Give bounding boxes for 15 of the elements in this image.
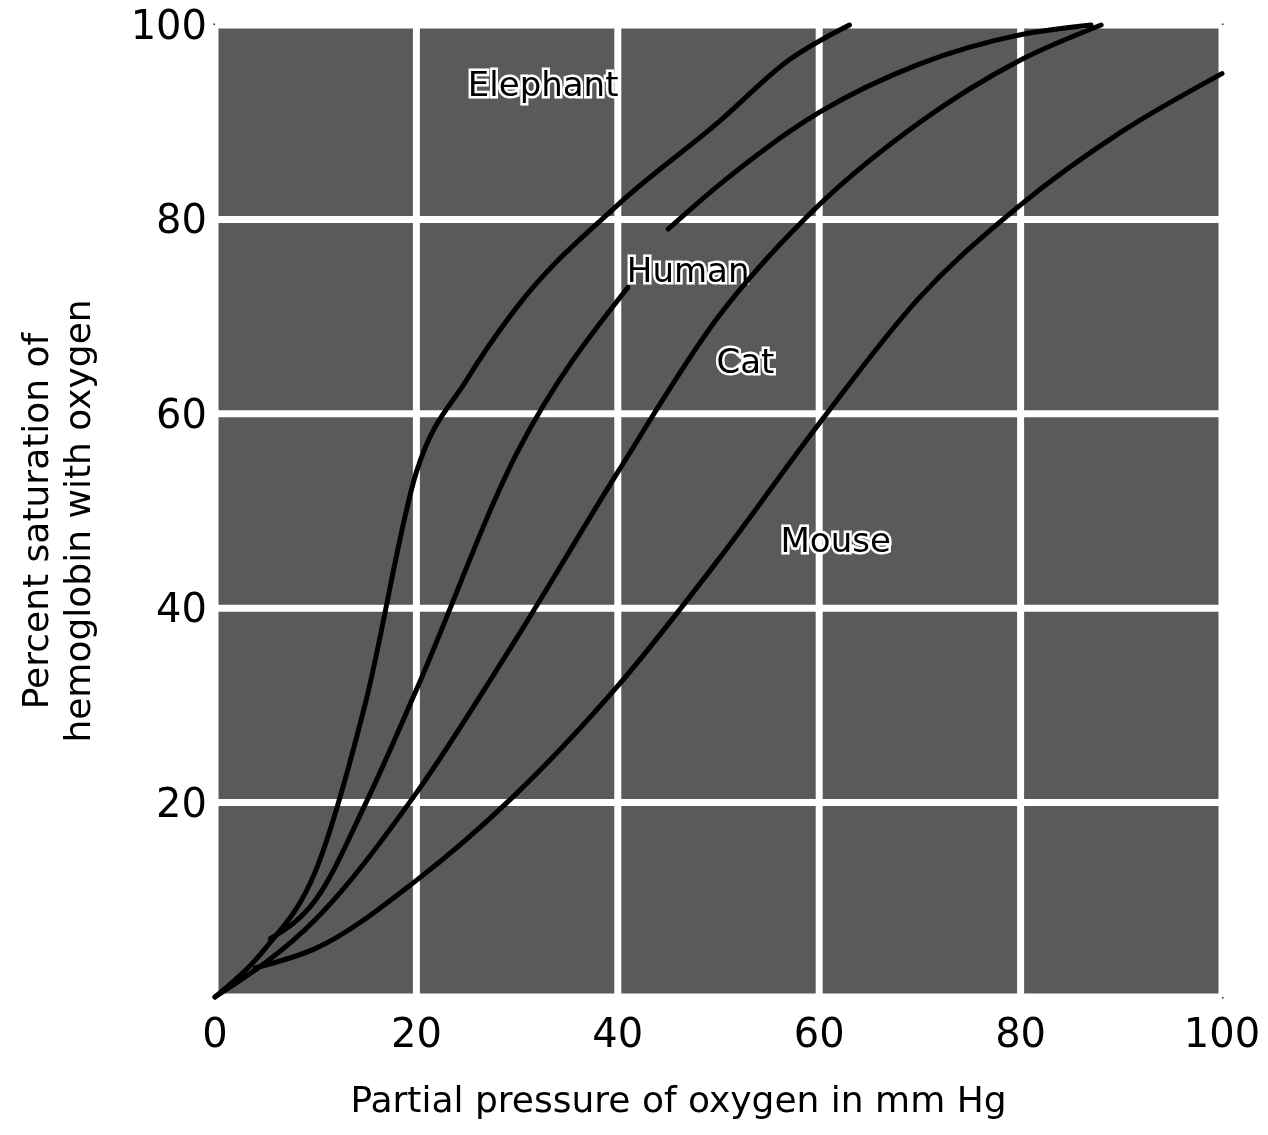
y-axis-title: Percent saturation of hemoglobin with oxygen <box>15 299 98 743</box>
x-axis-title: Partial pressure of oxygen in mm Hg <box>350 1079 1007 1120</box>
y-tick-label: 60 <box>156 390 207 437</box>
x-tick-label: 80 <box>995 1010 1047 1056</box>
x-tick-label: 20 <box>390 1010 442 1056</box>
series-label: Human <box>626 250 750 291</box>
x-tick-label: 0 <box>202 1010 228 1056</box>
y-tick-label: 20 <box>156 779 207 826</box>
x-tick-label: 40 <box>592 1010 644 1056</box>
series-label: Cat <box>716 340 775 381</box>
y-tick-label: 40 <box>156 585 207 632</box>
y-tick-label: 100 <box>130 2 207 48</box>
y-tick-label: 80 <box>156 196 207 243</box>
x-tick-label: 100 <box>1183 1010 1261 1056</box>
x-tick-label: 60 <box>793 1010 845 1056</box>
